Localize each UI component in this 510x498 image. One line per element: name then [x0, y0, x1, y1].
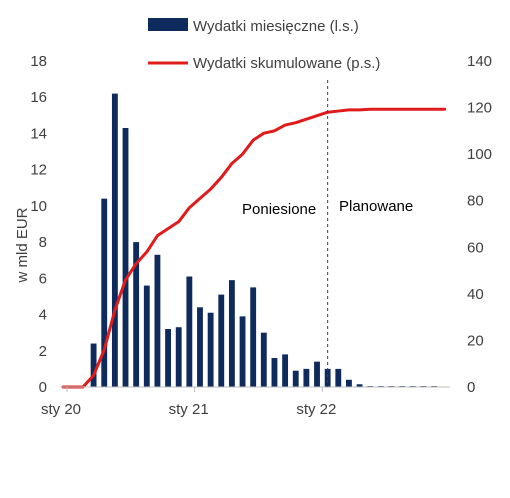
bar	[175, 327, 182, 387]
cumulative-line	[61, 107, 447, 389]
bar	[324, 368, 331, 387]
bar	[90, 343, 97, 387]
y-left-tick-label: 10	[30, 198, 47, 215]
x-tick-label: sty 22	[296, 401, 336, 418]
y-left-tick-label: 14	[30, 125, 47, 142]
y-right-tick-label: 80	[467, 193, 484, 210]
x-tick-label: sty 20	[41, 401, 81, 418]
y-axis-left-ticks: 0 2 4 6 8 10 12 14 16 18	[30, 53, 47, 396]
y-left-tick-label: 8	[39, 234, 47, 251]
y-right-tick-label: 120	[467, 100, 492, 117]
bar	[101, 198, 108, 387]
y-right-tick-label: 40	[467, 286, 484, 303]
bar	[122, 128, 129, 387]
bar	[186, 276, 193, 387]
y-left-tick-label: 16	[30, 89, 47, 106]
y-right-tick-label: 0	[467, 379, 475, 396]
y-left-tick-label: 4	[39, 307, 47, 324]
y-left-tick-label: 2	[39, 343, 47, 360]
y-left-tick-label: 6	[39, 270, 47, 287]
bar	[260, 332, 267, 387]
bar	[165, 329, 171, 387]
legend: Wydatki miesięczne (l.s.) Wydatki skumul…	[148, 18, 380, 72]
y-left-tick-label: 0	[39, 379, 47, 396]
bar	[111, 93, 118, 387]
y-right-tick-label: 20	[467, 332, 484, 349]
bar	[356, 384, 363, 387]
bar	[303, 368, 310, 387]
legend-label-bars: Wydatki miesięczne (l.s.)	[193, 18, 359, 35]
bar	[314, 361, 320, 387]
bar	[143, 285, 150, 387]
bar	[133, 242, 140, 387]
y-right-tick-label: 100	[467, 146, 492, 163]
y-right-tick-label: 140	[467, 53, 492, 70]
y-axis-label-left: w mld EUR	[14, 207, 31, 283]
bar	[239, 316, 246, 387]
bar	[154, 254, 161, 387]
bar	[218, 294, 225, 387]
y-right-tick-label: 60	[467, 239, 484, 256]
bar	[292, 370, 299, 387]
bar-series	[90, 93, 437, 387]
bar	[207, 312, 214, 387]
bar	[282, 354, 289, 387]
legend-swatch-bars	[148, 18, 188, 31]
bar	[250, 287, 257, 387]
bar	[335, 368, 342, 387]
legend-label-line: Wydatki skumulowane (p.s.)	[193, 55, 380, 72]
x-axis-ticks: sty 20 sty 21 sty 22	[41, 387, 336, 418]
annotation-planowane: Planowane	[339, 198, 413, 215]
bar	[197, 307, 203, 387]
bar	[271, 358, 278, 387]
bar	[228, 280, 235, 387]
annotation-poniesione: Poniesione	[242, 201, 316, 218]
x-tick-label: sty 21	[169, 401, 209, 418]
y-left-tick-label: 12	[30, 162, 47, 179]
y-left-tick-label: 18	[30, 53, 47, 70]
bar	[346, 379, 352, 387]
y-axis-right-ticks: 0 20 40 60 80 100 120 140	[467, 53, 492, 396]
